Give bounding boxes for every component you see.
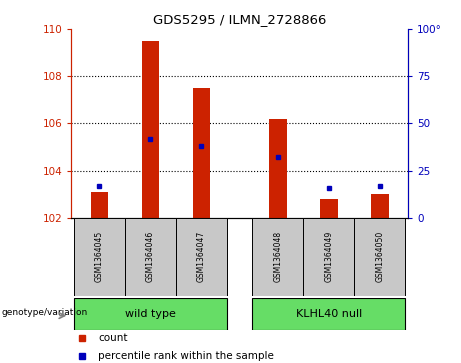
Text: GSM1364048: GSM1364048	[273, 231, 283, 282]
Text: GSM1364049: GSM1364049	[325, 231, 333, 282]
Bar	[253, 298, 405, 330]
Text: KLHL40 null: KLHL40 null	[296, 309, 362, 319]
Text: GSM1364046: GSM1364046	[146, 231, 155, 282]
Bar	[320, 199, 338, 218]
Text: genotype/variation: genotype/variation	[1, 308, 88, 317]
Bar	[253, 218, 303, 296]
Bar	[303, 218, 355, 296]
Title: GDS5295 / ILMN_2728866: GDS5295 / ILMN_2728866	[153, 13, 326, 26]
Bar	[176, 218, 227, 296]
Text: percentile rank within the sample: percentile rank within the sample	[98, 351, 274, 361]
Text: GSM1364050: GSM1364050	[375, 231, 384, 282]
Bar	[371, 194, 389, 218]
Text: GSM1364047: GSM1364047	[197, 231, 206, 282]
Bar	[193, 88, 210, 218]
Text: count: count	[98, 333, 128, 343]
Bar	[125, 218, 176, 296]
Bar	[74, 298, 227, 330]
Bar	[90, 192, 108, 218]
Bar	[355, 218, 405, 296]
Bar	[269, 119, 287, 218]
Text: wild type: wild type	[125, 309, 176, 319]
Bar	[142, 41, 160, 218]
Text: GSM1364045: GSM1364045	[95, 231, 104, 282]
Bar	[74, 218, 125, 296]
